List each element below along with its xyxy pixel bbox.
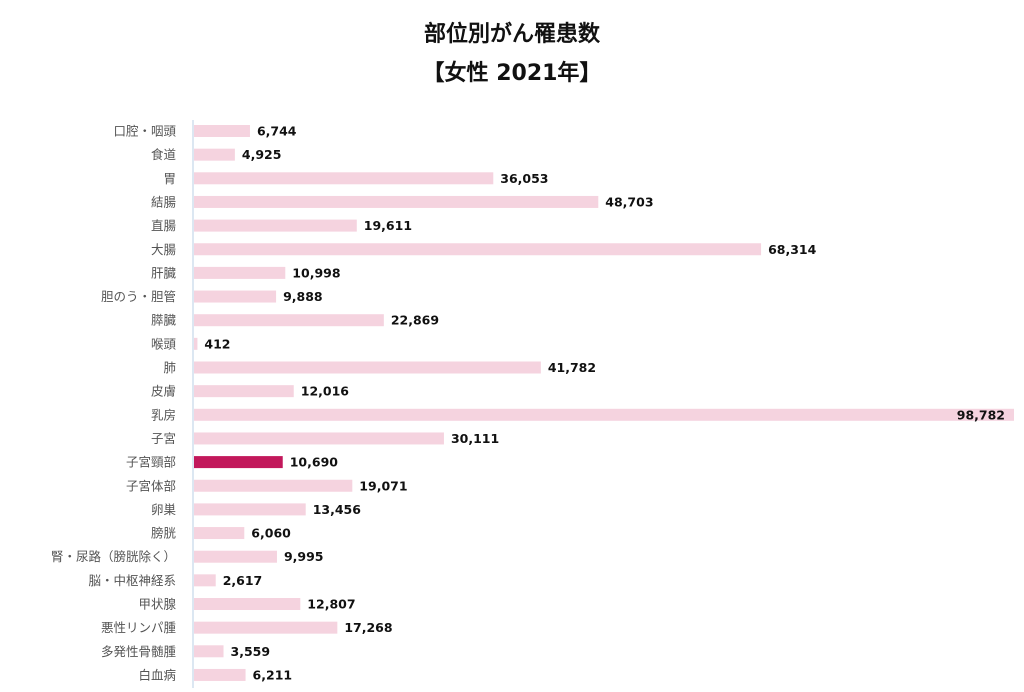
category-label: 結腸 [151,194,177,209]
category-label: 脳・中枢神経系 [88,573,176,588]
category-label: 皮膚 [151,384,176,399]
data-label: 6,060 [251,526,291,541]
data-label: 48,703 [605,194,653,209]
data-label: 412 [204,336,230,351]
category-label: 多発性骨髄腫 [101,644,177,659]
bar [194,527,245,540]
data-label: 4,925 [242,147,282,162]
data-label: 19,071 [359,478,407,493]
category-label: 喉頭 [151,336,177,351]
data-label: 6,744 [257,124,297,139]
category-label: 子宮 [151,431,176,446]
category-label: 膵臓 [151,313,177,328]
bar [194,195,599,208]
category-label: 膀胱 [151,526,177,541]
category-label: 直腸 [151,218,177,233]
data-label: 17,268 [344,620,392,635]
category-label: 甲状腺 [138,597,176,612]
data-label: 12,016 [301,384,350,399]
category-label: 胆のう・胆管 [101,289,176,304]
data-label: 22,869 [391,313,439,328]
data-label: 2,617 [223,573,263,588]
data-label: 9,995 [284,549,324,564]
bar [194,574,216,587]
bar [194,456,283,469]
category-label: 子宮頸部 [126,455,176,470]
bar [194,337,198,350]
data-label: 36,053 [500,171,548,186]
chart-subtitle: 【女性 2021年】 [422,61,602,86]
bar [194,290,277,303]
bar [194,503,306,516]
category-label: 白血病 [138,667,176,682]
data-label: 6,211 [253,667,293,682]
data-label: 12,807 [307,597,355,612]
bar [194,385,294,398]
bar [194,243,762,256]
data-label: 10,998 [292,265,340,280]
category-label: 乳房 [151,407,176,422]
data-label: 41,782 [548,360,596,375]
bar [194,314,384,327]
category-label: 肺 [163,360,176,375]
chart-title: 部位別がん罹患数 [423,22,600,47]
bar [194,645,224,658]
bar [194,361,541,374]
bar [194,172,494,185]
data-label: 13,456 [313,502,362,517]
bar [194,148,235,161]
bar [194,266,286,279]
data-label: 9,888 [283,289,323,304]
data-label: 19,611 [364,218,412,233]
category-label: 悪性リンパ腫 [101,620,177,635]
data-label: 30,111 [451,431,499,446]
bar [194,125,250,137]
category-label: 腎・尿路（膀胱除く） [51,549,176,564]
category-label: 卵巣 [151,502,177,517]
bar [194,408,1014,421]
bar [194,432,444,445]
bar [194,550,277,563]
category-label: 肝臓 [151,265,177,280]
category-label: 子宮体部 [126,478,176,493]
bar [194,219,357,232]
data-label: 10,690 [290,455,339,470]
data-label: 68,314 [768,242,817,257]
category-label: 胃 [163,171,176,186]
data-label: 98,782 [957,407,1005,422]
data-label: 3,559 [231,644,271,659]
bar [194,598,301,610]
category-label: 大腸 [151,242,177,257]
bar [194,479,353,492]
bar [194,621,338,634]
bar [194,668,246,681]
category-label: 食道 [151,147,177,162]
category-label: 口腔・咽頭 [113,124,176,139]
